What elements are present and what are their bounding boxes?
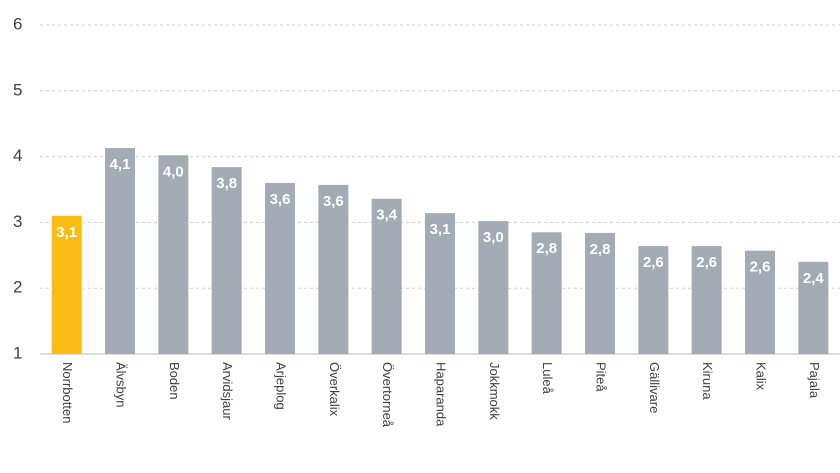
x-tick-label: Luleå (540, 362, 555, 395)
bar (158, 155, 189, 354)
value-label: 3,0 (483, 229, 504, 246)
value-label: 2,8 (590, 241, 611, 258)
value-label: 3,4 (376, 207, 398, 224)
value-label: 3,6 (270, 191, 291, 208)
bar (691, 246, 722, 354)
y-tick-label: 3 (13, 212, 22, 231)
x-tick-label: Älvsbyn (114, 362, 129, 408)
bar (425, 213, 455, 354)
bar (531, 232, 562, 354)
x-tick-label: Boden (167, 362, 182, 400)
bar (585, 232, 615, 354)
value-label: 2,6 (696, 254, 717, 271)
bar (318, 184, 349, 354)
value-label: 4,1 (110, 156, 131, 173)
y-tick-label: 1 (13, 343, 22, 362)
y-tick-label: 2 (13, 278, 22, 297)
x-tick-label: Arvidsjaur (220, 362, 235, 420)
x-tick-label: Piteå (594, 362, 609, 392)
x-tick-label: Överkalix (327, 362, 342, 417)
value-label: 3,1 (430, 221, 451, 238)
y-tick-label: 4 (13, 146, 22, 165)
y-tick-label: 5 (13, 80, 22, 99)
bar (798, 261, 829, 354)
x-tick-label: Övertorneå (380, 362, 395, 428)
x-tick-label: Pajala (807, 362, 822, 399)
bar (265, 182, 295, 354)
x-tick-label: Norrbotten (60, 362, 75, 423)
value-label: 2,6 (750, 259, 771, 276)
bar (478, 221, 509, 354)
value-label: 3,6 (323, 193, 344, 210)
bar (371, 198, 402, 354)
x-tick-label: Haparanda (434, 362, 449, 427)
x-tick-label: Kalix (754, 362, 769, 391)
bar (105, 148, 135, 354)
bar (211, 167, 242, 354)
value-label: 2,8 (536, 240, 557, 257)
value-label: 4,0 (163, 163, 184, 180)
bar (51, 215, 82, 354)
bar (745, 250, 775, 354)
value-label: 3,8 (216, 175, 237, 192)
value-label: 2,6 (643, 254, 664, 271)
value-label: 3,1 (56, 224, 77, 241)
y-tick-label: 6 (13, 14, 22, 33)
x-tick-label: Gällivare (647, 362, 662, 413)
x-tick-label: Arjeplog (274, 362, 289, 410)
x-tick-label: Kiruna (700, 362, 715, 400)
bar (638, 246, 669, 354)
x-tick-label: Jokkmokk (487, 362, 502, 420)
value-label: 2,4 (803, 270, 825, 287)
